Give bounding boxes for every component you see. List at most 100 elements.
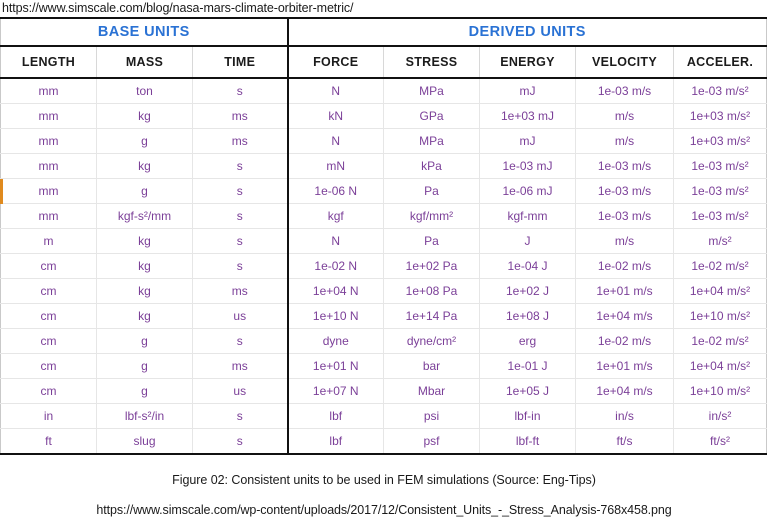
table-cell: MPa xyxy=(383,128,480,154)
table-cell: kPa xyxy=(383,153,480,179)
table-cell: 1e-03 m/s² xyxy=(673,78,768,104)
table-cell: cm xyxy=(0,378,97,404)
table-cell: ms xyxy=(192,353,289,379)
table-cell: m/s xyxy=(575,128,674,154)
table-cell: dyne xyxy=(287,328,384,354)
table-cell: us xyxy=(192,303,289,329)
table-cell: kgf-mm xyxy=(479,203,576,229)
table-cell: 1e-03 m/s² xyxy=(673,153,768,179)
table-cell: kg xyxy=(96,253,193,279)
table-row: in lbf-s²/in s lbf psi lbf-in in/s in/s² xyxy=(0,403,768,429)
table-cell: 1e+02 Pa xyxy=(383,253,480,279)
column-header-length[interactable]: LENGTH xyxy=(0,46,97,79)
column-header-mass[interactable]: MASS xyxy=(96,46,193,79)
table-cell: kgf/mm² xyxy=(383,203,480,229)
table-cell: s xyxy=(192,228,289,254)
column-header-energy[interactable]: ENERGY xyxy=(479,46,576,79)
column-header-time[interactable]: TIME xyxy=(192,46,289,79)
table-cell: 1e-03 m/s xyxy=(575,153,674,179)
table-cell: 1e-03 m/s xyxy=(575,178,674,204)
table-cell: 1e-02 N xyxy=(287,253,384,279)
table-cell: 1e-02 m/s² xyxy=(673,253,768,279)
table-cell: Mbar xyxy=(383,378,480,404)
table-cell: cm xyxy=(0,253,97,279)
table-cell: s xyxy=(192,178,289,204)
table-cell: dyne/cm² xyxy=(383,328,480,354)
table-cell: Pa xyxy=(383,228,480,254)
table-cell: ft/s xyxy=(575,428,674,455)
table-cell: slug xyxy=(96,428,193,455)
table-cell: mm xyxy=(0,203,97,229)
table-cell: s xyxy=(192,328,289,354)
table-cell: ft/s² xyxy=(673,428,768,455)
table-row: cm kg s 1e-02 N 1e+02 Pa 1e-04 J 1e-02 m/s 1e-0… xyxy=(0,253,768,279)
column-header-force[interactable]: FORCE xyxy=(287,46,384,79)
table-cell: g xyxy=(96,328,193,354)
table-cell: 1e-06 N xyxy=(287,178,384,204)
table-cell: 1e+04 m/s² xyxy=(673,278,768,304)
table-cell: 1e+01 m/s xyxy=(575,353,674,379)
table-row: mm g s 1e-06 N Pa 1e-06 mJ 1e-03 m/s 1e-03 m/s² xyxy=(0,178,768,204)
table-row: cm g s dyne dyne/cm² erg 1e-02 m/s 1e-02 m/s² xyxy=(0,328,768,354)
table-cell: m/s xyxy=(575,103,674,129)
table-cell: 1e+03 mJ xyxy=(479,103,576,129)
table-cell: mm xyxy=(0,178,97,204)
table-cell: kgf xyxy=(287,203,384,229)
table-cell: ton xyxy=(96,78,193,104)
table-cell: mm xyxy=(0,128,97,154)
table-cell: 1e-03 m/s xyxy=(575,203,674,229)
table-cell: Pa xyxy=(383,178,480,204)
table-cell: s xyxy=(192,153,289,179)
row-highlight-marker xyxy=(0,178,3,204)
table-row: mm ton s N MPa mJ 1e-03 m/s 1e-03 m/s² xyxy=(0,78,768,104)
table-cell: 1e+04 m/s² xyxy=(673,353,768,379)
table-cell: 1e-01 J xyxy=(479,353,576,379)
source-url-bottom[interactable]: https://www.simscale.com/wp-content/uplo… xyxy=(96,503,672,517)
table-cell: GPa xyxy=(383,103,480,129)
table-cell: 1e-03 m/s² xyxy=(673,203,768,229)
table-cell: ms xyxy=(192,278,289,304)
table-row: mm g ms N MPa mJ m/s 1e+03 m/s² xyxy=(0,128,768,154)
column-header-acceleration[interactable]: ACCELER. xyxy=(673,46,768,79)
table-cell: in/s² xyxy=(673,403,768,429)
table-cell: g xyxy=(96,378,193,404)
table-cell: lbf xyxy=(287,403,384,429)
group-header-base-units: BASE UNITS xyxy=(0,17,289,47)
group-header-derived-units: DERIVED UNITS xyxy=(287,17,768,47)
table-cell: 1e+04 m/s xyxy=(575,303,674,329)
table-cell: s xyxy=(192,78,289,104)
table-cell: 1e+01 m/s xyxy=(575,278,674,304)
table-cell: 1e+05 J xyxy=(479,378,576,404)
column-header-velocity[interactable]: VELOCITY xyxy=(575,46,674,79)
source-url-top[interactable]: https://www.simscale.com/blog/nasa-mars-… xyxy=(2,1,354,15)
table-cell: 1e-02 m/s xyxy=(575,253,674,279)
table-cell: g xyxy=(96,178,193,204)
table-cell: kg xyxy=(96,278,193,304)
table-cell: lbf-ft xyxy=(479,428,576,455)
table-cell: lbf-s²/in xyxy=(96,403,193,429)
figure-caption: Figure 02: Consistent units to be used i… xyxy=(172,473,596,487)
table-cell: mm xyxy=(0,153,97,179)
table-cell: J xyxy=(479,228,576,254)
table-cell: 1e+08 J xyxy=(479,303,576,329)
table-cell: s xyxy=(192,428,289,455)
table-cell: s xyxy=(192,203,289,229)
table-cell: cm xyxy=(0,303,97,329)
table-cell: ms xyxy=(192,103,289,129)
column-header-stress[interactable]: STRESS xyxy=(383,46,480,79)
group-header-row: BASE UNITS DERIVED UNITS xyxy=(0,17,768,47)
table-cell: kg xyxy=(96,228,193,254)
table-body: mm ton s N MPa mJ 1e-03 m/s 1e-03 m/s² mm kg ms kN G… xyxy=(0,78,768,455)
table-cell: 1e-03 mJ xyxy=(479,153,576,179)
table-cell: 1e+10 m/s² xyxy=(673,378,768,404)
table-row: cm g us 1e+07 N Mbar 1e+05 J 1e+04 m/s 1e+10 m/… xyxy=(0,378,768,404)
table-cell: in xyxy=(0,403,97,429)
table-cell: g xyxy=(96,128,193,154)
table-cell: lbf xyxy=(287,428,384,455)
table-cell: 1e+10 m/s² xyxy=(673,303,768,329)
table-cell: N xyxy=(287,128,384,154)
table-cell: ms xyxy=(192,128,289,154)
table-cell: mJ xyxy=(479,78,576,104)
